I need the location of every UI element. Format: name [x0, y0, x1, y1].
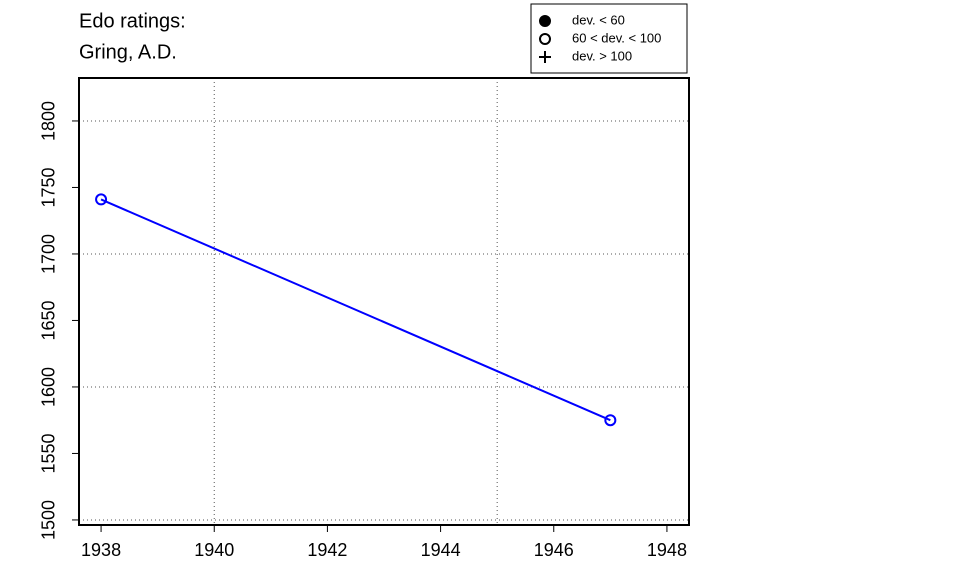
x-tick-label: 1946	[534, 540, 574, 560]
y-tick-label: 1750	[39, 167, 59, 207]
line	[100, 198, 611, 422]
y-tick-label: 1600	[39, 367, 59, 407]
x-tick-label: 1942	[307, 540, 347, 560]
legend-label: dev. > 100	[572, 48, 632, 63]
y-tick-label: 1550	[39, 433, 59, 473]
legend-marker	[539, 51, 551, 63]
y-tick-label: 1700	[39, 234, 59, 274]
legend-marker	[539, 15, 551, 27]
x-tick-label: 1948	[647, 540, 687, 560]
point	[95, 193, 108, 206]
legend-marker	[539, 33, 551, 45]
legend-label: 60 < dev. < 100	[572, 30, 661, 45]
x-tick-label: 1940	[194, 540, 234, 560]
chart-title: Edo ratings:	[79, 10, 186, 32]
legend-label: dev. < 60	[572, 12, 625, 27]
y-tick-label: 1650	[39, 300, 59, 340]
y-tick-label: 1500	[39, 500, 59, 540]
x-tick-label: 1938	[81, 540, 121, 560]
point	[604, 414, 617, 427]
y-tick-label: 1800	[39, 101, 59, 141]
legend-box	[530, 3, 688, 74]
x-tick-label: 1944	[421, 540, 461, 560]
chart-title: Gring, A.D.	[79, 41, 177, 63]
plot-frame	[78, 77, 690, 526]
